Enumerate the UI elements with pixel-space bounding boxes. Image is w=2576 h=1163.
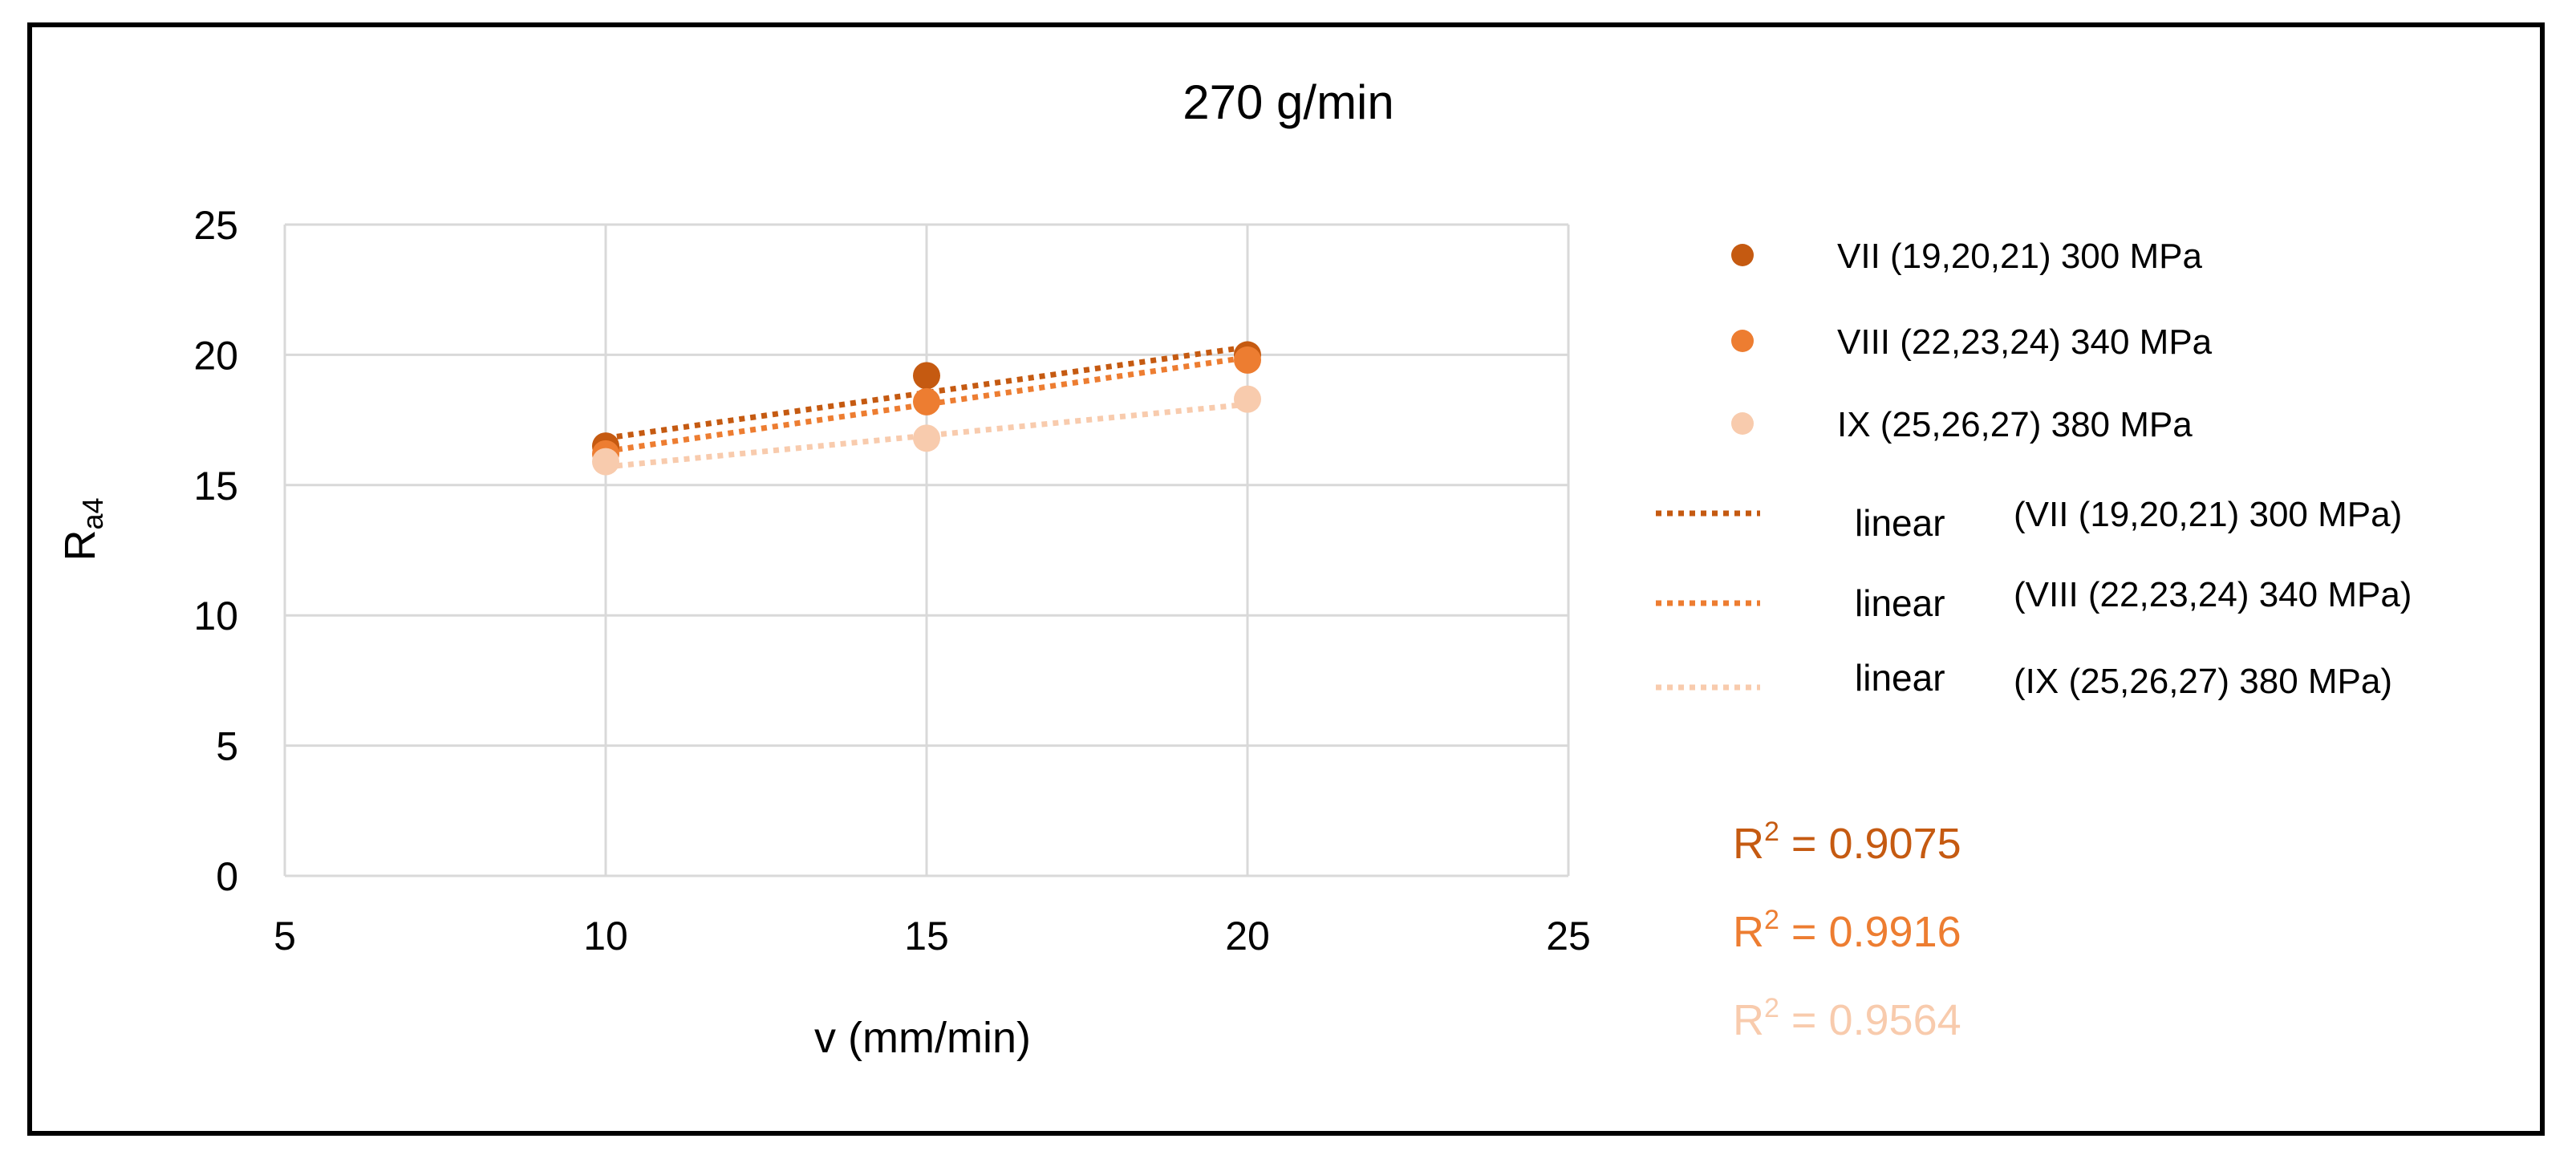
legend-trend-series-vii: (VII (19,20,21) 300 MPa) [2014,495,2402,534]
data-point-series-2 [1234,346,1261,374]
y-tick-label: 10 [193,594,238,638]
y-tick-label: 5 [216,724,238,769]
r2-sup-ix: 2 [1764,993,1779,1023]
legend: VII (19,20,21) 300 MPa VIII (22,23,24) 3… [1656,237,2412,701]
y-axis-label-sub: a4 [76,497,109,529]
y-axis-label-main: R [56,530,104,561]
x-axis-label: v (mm/min) [814,1014,1031,1062]
r2-annotation-vii: R2 = 0.9075 [1733,817,1961,868]
data-point-series-3 [1234,385,1261,413]
y-axis-label: Ra4 [56,497,109,561]
r2-annotation-ix: R2 = 0.9564 [1733,993,1961,1044]
y-tick-label: 0 [216,854,238,899]
data-point-series-3 [913,424,940,452]
chart-title: 270 g/min [1183,75,1394,129]
r2-letter-ix: R [1733,996,1764,1044]
legend-label-ix: IX (25,26,27) 380 MPa [1837,405,2193,444]
legend-marker-viii [1731,330,1754,352]
x-tick-label: 15 [904,914,949,958]
y-tick-label: 25 [193,203,238,248]
legend-trend-word-vii: linear [1855,502,1945,544]
data-point-series-3 [592,448,619,476]
x-tick-label: 20 [1225,914,1270,958]
y-tick-label: 15 [193,464,238,509]
legend-trend-word-ix: linear [1855,657,1945,699]
trendline-1 [605,344,1248,441]
data-points [592,341,1261,476]
r2-sup-viii: 2 [1764,905,1779,935]
r2-sup-vii: 2 [1764,817,1779,847]
data-point-series-2 [913,387,940,415]
r2-letter-viii: R [1733,908,1764,956]
trendline-2 [605,355,1248,455]
r2-value-vii: = 0.9075 [1779,820,1961,868]
legend-marker-ix [1731,412,1754,435]
x-tick-label: 10 [583,914,628,958]
x-tick-label: 5 [274,914,296,958]
chart-frame [27,22,2545,1136]
legend-label-vii: VII (19,20,21) 300 MPa [1837,237,2202,276]
r2-letter-vii: R [1733,820,1764,868]
legend-trend-series-ix: (IX (25,26,27) 380 MPa) [2014,662,2392,701]
legend-trend-word-viii: linear [1855,582,1945,624]
trendlines [605,344,1248,470]
legend-label-viii: VIII (22,23,24) 340 MPa [1837,322,2213,362]
r2-value-viii: = 0.9916 [1779,908,1961,956]
grid [283,223,1570,877]
y-tick-label: 20 [193,333,238,378]
data-point-series-1 [913,362,940,390]
r2-annotation-viii: R2 = 0.9916 [1733,905,1961,956]
legend-trend-series-viii: (VIII (22,23,24) 340 MPa) [2014,575,2412,614]
legend-marker-vii [1731,244,1754,266]
r2-value-ix: = 0.9564 [1779,996,1961,1044]
x-tick-label: 25 [1546,914,1591,958]
